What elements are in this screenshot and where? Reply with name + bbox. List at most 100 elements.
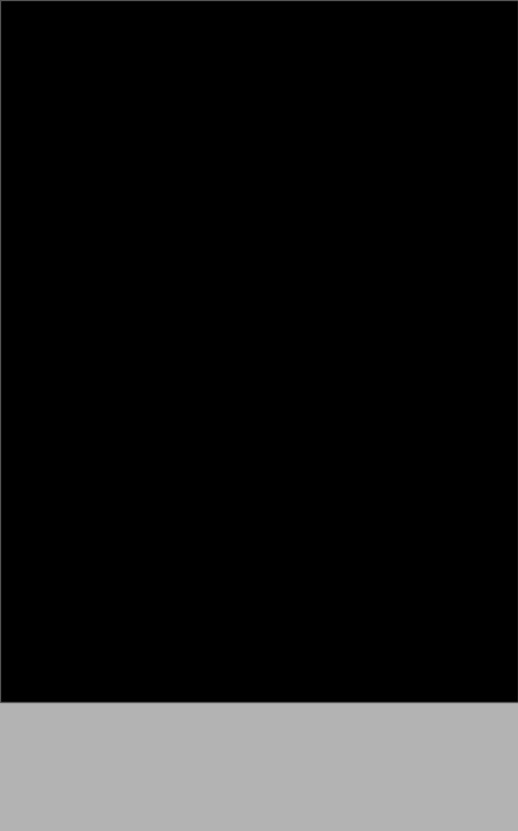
Text: 73.8: 73.8 — [223, 165, 247, 175]
Text: 3.6: 3.6 — [388, 553, 405, 563]
Text: 73.6*: 73.6* — [382, 514, 411, 524]
Text: 61.1: 61.1 — [223, 87, 247, 97]
Bar — [0, 338, 518, 342]
Text: 5.4: 5.4 — [388, 637, 405, 647]
Text: 38.9: 38.9 — [466, 87, 490, 97]
Text: 13.4: 13.4 — [304, 669, 328, 679]
Text: nuage des reticulocytes sans être: nuage des reticulocytes sans être — [4, 461, 215, 472]
Text: 24.5: 24.5 — [466, 553, 490, 563]
Text: 96.0*: 96.0* — [463, 514, 492, 524]
Text: 20.0: 20.0 — [465, 227, 490, 237]
Text: 8.0: 8.0 — [388, 583, 405, 593]
Text: 69.2: 69.2 — [223, 401, 247, 411]
Bar — [0, 0, 518, 702]
Text: 76.6: 76.6 — [223, 289, 247, 299]
Text: 6.2: 6.2 — [388, 568, 405, 578]
Text: 71.1: 71.1 — [223, 607, 247, 617]
Text: atteints de babésiose: atteints de babésiose — [4, 477, 139, 487]
Text: 3.1: 3.1 — [388, 320, 405, 330]
Text: 80.0: 80.0 — [223, 227, 247, 237]
Text: 24.3: 24.3 — [466, 669, 490, 679]
Text: 70.6: 70.6 — [223, 118, 247, 128]
Text: 79.0: 79.0 — [223, 684, 247, 694]
Text: Groupe 3: Groupe 3 — [134, 227, 190, 237]
Text: 53.5: 53.5 — [223, 134, 247, 144]
Text: 12.9: 12.9 — [384, 134, 409, 144]
Text: 36.0: 36.0 — [304, 150, 328, 160]
Text: 71.7: 71.7 — [223, 568, 247, 578]
Text: 80.3: 80.3 — [223, 258, 247, 268]
Text: 15.5: 15.5 — [304, 622, 328, 632]
Text: 5.0: 5.0 — [388, 417, 405, 427]
Text: normal et une anémie régénérative: normal et une anémie régénérative — [4, 381, 225, 391]
Text: 3.2: 3.2 — [388, 227, 405, 237]
Text: 35.9: 35.9 — [384, 498, 409, 508]
Text: 19.1: 19.1 — [304, 607, 328, 617]
Text: Groupe 1: Groupe 1 — [134, 498, 190, 508]
Text: 7.8: 7.8 — [307, 305, 324, 315]
Text: 26.2: 26.2 — [466, 165, 490, 175]
Text: 4.0*: 4.0* — [223, 514, 246, 524]
Text: 40.4: 40.4 — [466, 150, 490, 160]
Text: 19.2: 19.2 — [304, 684, 328, 694]
Text: Groupe 3: Groupe 3 — [134, 607, 190, 617]
Text: 20..5: 20..5 — [302, 583, 329, 593]
Text: 2.7: 2.7 — [388, 204, 405, 214]
Text: 22.2: 22.2 — [304, 320, 328, 330]
Text: 46.5: 46.5 — [466, 134, 490, 144]
Text: 11.0: 11.0 — [304, 189, 328, 199]
Text: 12.3: 12.3 — [466, 189, 490, 199]
Text: 59.6: 59.6 — [223, 150, 247, 160]
Text: 33.6: 33.6 — [304, 134, 328, 144]
Text: 26.8: 26.8 — [304, 103, 328, 113]
Text: 22.6: 22.6 — [304, 165, 328, 175]
Text: 70.1: 70.1 — [223, 103, 247, 113]
Text: 1.7: 1.7 — [388, 653, 405, 663]
Text: 9.6: 9.6 — [469, 243, 486, 253]
Text: 71.3: 71.3 — [223, 622, 247, 632]
Text: 6.5: 6.5 — [388, 87, 405, 97]
Text: Groupe 2: Groupe 2 — [134, 553, 190, 563]
Text: % IRF: % IRF — [460, 9, 495, 19]
Text: 18.6: 18.6 — [466, 417, 490, 427]
Bar — [0, 342, 518, 435]
Text: 1.8: 1.8 — [388, 684, 405, 694]
Text: 19.7: 19.7 — [466, 258, 490, 268]
Text: anormal: anormal — [4, 66, 55, 76]
Text: 28.9: 28.9 — [466, 607, 490, 617]
Text: présentant un profil de réticulocytes: présentant un profil de réticulocytes — [4, 365, 234, 376]
Bar — [0, 435, 518, 439]
Text: 68.3: 68.3 — [466, 498, 490, 508]
Text: 21.1: 21.1 — [466, 684, 490, 694]
Text: 89.1: 89.1 — [223, 273, 247, 283]
Text: 7.5: 7.5 — [388, 401, 405, 411]
Text: 22.1: 22.1 — [304, 568, 328, 578]
Text: 30.8: 30.8 — [466, 401, 490, 411]
Text: Groupe 2: Groupe 2 — [134, 189, 190, 199]
Text: 13.6: 13.6 — [304, 417, 328, 427]
Bar — [0, 0, 518, 28]
Text: Chiens présentant une anomalie du: Chiens présentant une anomalie du — [4, 446, 226, 456]
Text: Chiens atteints de babésiose: Chiens atteints de babésiose — [4, 36, 184, 46]
Text: 74.7: 74.7 — [223, 320, 247, 330]
Text: 16.8: 16.8 — [304, 227, 328, 237]
Text: 32.4: 32.4 — [304, 87, 328, 97]
Text: 13.4*: 13.4* — [382, 529, 411, 538]
Text: 28.3: 28.3 — [466, 568, 490, 578]
Text: 64.1*: 64.1* — [220, 529, 249, 538]
Text: 1.6: 1.6 — [388, 118, 405, 128]
Text: 25.3: 25.3 — [466, 320, 490, 330]
Text: 16.5: 16.5 — [304, 258, 328, 268]
Text: 15.2: 15.2 — [466, 637, 490, 647]
Text: 10.9: 10.9 — [384, 669, 409, 679]
Text: % LFR: % LFR — [215, 9, 254, 19]
Text: 87.7: 87.7 — [223, 189, 247, 199]
Bar — [0, 439, 518, 702]
Text: 28.5: 28.5 — [466, 583, 490, 593]
Text: 22.5*: 22.5* — [301, 529, 330, 538]
Text: 8.5: 8.5 — [307, 243, 324, 253]
Text: 1.1: 1.1 — [388, 243, 405, 253]
Text: 9.7: 9.7 — [307, 273, 324, 283]
Text: 7.9: 7.9 — [469, 653, 486, 663]
Text: 35.9*: 35.9* — [463, 529, 492, 538]
